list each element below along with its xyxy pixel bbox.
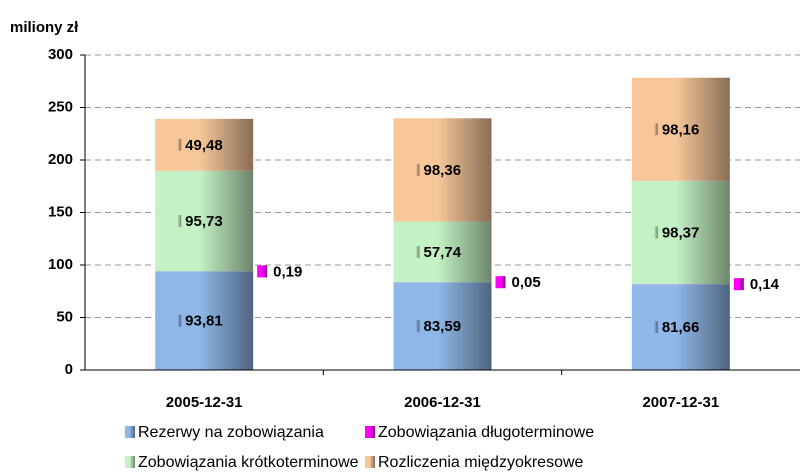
value-label: 0,05 [512, 274, 541, 291]
y-tick-label: 50 [56, 308, 73, 325]
label-marker [174, 314, 182, 327]
label-marker [650, 123, 658, 136]
bar-segment [393, 221, 492, 283]
value-label: 57,74 [424, 244, 462, 261]
x-tick-label: 2005-12-31 [166, 394, 243, 411]
label-marker [174, 215, 182, 228]
y-tick-label: 300 [48, 46, 73, 63]
label-marker [495, 276, 506, 289]
legend-swatch [365, 456, 375, 468]
x-tick-label: 2007-12-31 [642, 394, 719, 411]
bar-segment [393, 282, 492, 370]
legend-label: Zobowiązania krótkoterminowe [138, 454, 359, 471]
label-marker [650, 321, 658, 334]
bar-segment [393, 118, 492, 222]
x-tick-label: 2006-12-31 [404, 394, 481, 411]
bar-segment [631, 284, 730, 370]
label-marker [412, 320, 420, 333]
bar-segment [631, 180, 730, 285]
value-label: 93,81 [185, 313, 223, 330]
label-marker [412, 245, 420, 258]
bar-segment [155, 118, 254, 171]
y-tick-label: 100 [48, 256, 73, 273]
value-label: 98,37 [662, 224, 700, 241]
y-tick-label: 250 [48, 98, 73, 115]
y-tick-label: 0 [65, 361, 73, 378]
value-label: 49,48 [185, 137, 223, 154]
value-label: 0,19 [273, 263, 302, 280]
legend-label: Zobowiązania długoterminowe [378, 424, 594, 441]
value-label: 81,66 [662, 319, 700, 336]
legend-swatch [125, 426, 135, 438]
legend-swatch [125, 456, 135, 468]
y-tick-label: 150 [48, 203, 73, 220]
value-label: 98,16 [662, 121, 700, 138]
y-tick-label: 200 [48, 151, 73, 168]
label-marker [412, 163, 420, 176]
value-label: 83,59 [424, 318, 462, 335]
bar-segment [155, 170, 254, 272]
y-axis-label: miliony zł [10, 19, 79, 36]
legend-label: Rezerwy na zobowiązania [138, 424, 324, 441]
label-marker [733, 278, 744, 291]
value-label: 0,14 [750, 276, 780, 293]
label-marker [257, 265, 268, 278]
bar-segment [631, 77, 730, 181]
legend-label: Rozliczenia międzyokresowe [378, 454, 584, 471]
label-marker [174, 138, 182, 151]
value-label: 98,36 [424, 162, 462, 179]
label-marker [650, 226, 658, 239]
bar-segment [155, 271, 254, 370]
legend-swatch [365, 426, 375, 438]
value-label: 95,73 [185, 213, 223, 230]
